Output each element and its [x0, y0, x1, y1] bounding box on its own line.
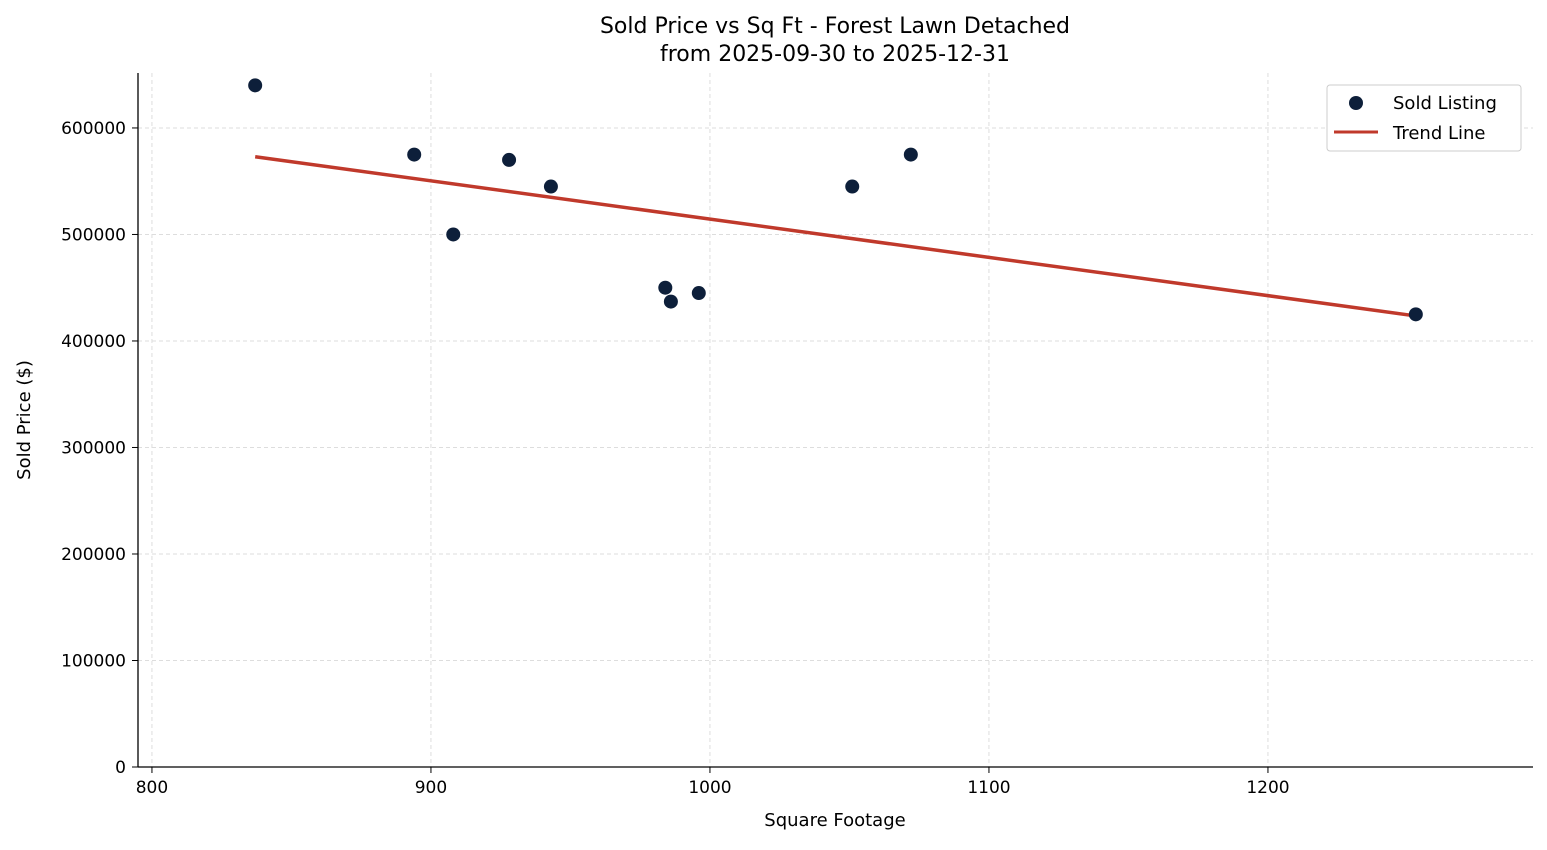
sold-listing-point — [543, 179, 558, 194]
y-tick-label: 500000 — [61, 225, 126, 245]
trend-line — [254, 154, 1417, 318]
sold-listing-point — [1408, 307, 1423, 322]
y-tick-label: 600000 — [61, 119, 126, 139]
y-tick-label: 200000 — [61, 545, 126, 565]
x-tick-label: 1100 — [967, 778, 1010, 798]
y-axis-label: Sold Price ($) — [14, 360, 35, 480]
sold-listing-point — [407, 147, 422, 162]
x-tick-label: 900 — [415, 778, 447, 798]
x-tick-label: 1000 — [688, 778, 731, 798]
legend-label-trend-line: Trend Line — [1392, 123, 1486, 144]
x-tick-label: 800 — [136, 778, 168, 798]
sold-listing-point — [845, 179, 860, 194]
legend-box — [1326, 84, 1522, 152]
chart-subtitle: from 2025-09-30 to 2025-12-31 — [660, 42, 1010, 67]
y-tick-label: 300000 — [61, 438, 126, 458]
sold-listing-point — [658, 280, 673, 295]
y-tick-label: 100000 — [61, 651, 126, 671]
y-tick-label: 0 — [115, 758, 126, 778]
x-axis-label: Square Footage — [764, 810, 905, 831]
legend-label-sold-listing: Sold Listing — [1393, 93, 1497, 114]
sold-listing-point — [502, 152, 517, 167]
legend: Sold Listing Trend Line — [1326, 84, 1522, 152]
sold-listing-point — [691, 286, 706, 301]
sold-listing-point — [903, 147, 918, 162]
legend-marker-sold-listing — [1349, 96, 1363, 110]
y-tick-label: 400000 — [61, 332, 126, 352]
sold-listing-point — [446, 227, 461, 242]
chart-title: Sold Price vs Sq Ft - Forest Lawn Detach… — [600, 14, 1070, 39]
sold-listing-point — [248, 78, 263, 93]
x-tick-label: 1200 — [1246, 778, 1289, 798]
sold-listing-point — [663, 294, 678, 309]
